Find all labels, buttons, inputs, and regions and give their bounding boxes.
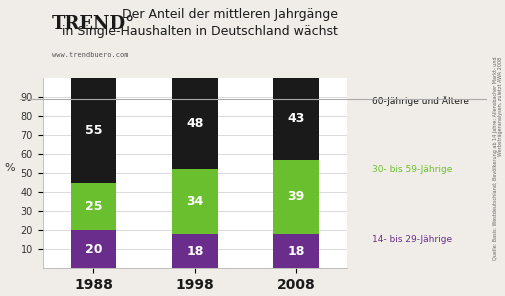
Text: 25: 25 bbox=[84, 200, 102, 213]
Text: 43: 43 bbox=[287, 112, 304, 126]
Text: 18: 18 bbox=[287, 244, 304, 258]
Bar bbox=[273, 234, 318, 268]
Text: Quelle: Basis: Westdeutschland; Bevölkerung ab 14 Jahre; Allensbacher Markt- und: Quelle: Basis: Westdeutschland; Bevölker… bbox=[492, 57, 502, 260]
Text: 14- bis 29-Jährige: 14- bis 29-Jährige bbox=[372, 235, 451, 244]
Text: 30- bis 59-Jährige: 30- bis 59-Jährige bbox=[372, 165, 451, 174]
Text: 55: 55 bbox=[84, 124, 102, 137]
Text: 48: 48 bbox=[186, 117, 203, 130]
Bar bbox=[70, 183, 116, 230]
Bar bbox=[70, 230, 116, 268]
Text: 39: 39 bbox=[287, 190, 304, 203]
Text: 34: 34 bbox=[186, 195, 203, 208]
Text: www.trendbuero.com: www.trendbuero.com bbox=[52, 52, 128, 58]
Bar bbox=[273, 78, 318, 160]
Bar bbox=[172, 234, 217, 268]
Bar bbox=[273, 160, 318, 234]
Text: 60-Jährige und Ältere: 60-Jährige und Ältere bbox=[372, 96, 468, 106]
Bar bbox=[70, 78, 116, 183]
Text: Der Anteil der mittleren Jahrgänge
in Single-Haushalten in Deutschland wächst: Der Anteil der mittleren Jahrgänge in Si… bbox=[62, 8, 337, 38]
Bar bbox=[172, 169, 217, 234]
Text: TREND°: TREND° bbox=[52, 15, 135, 33]
Text: 20: 20 bbox=[84, 243, 102, 256]
Y-axis label: %: % bbox=[4, 163, 15, 173]
Text: 18: 18 bbox=[186, 244, 203, 258]
Bar bbox=[172, 78, 217, 169]
